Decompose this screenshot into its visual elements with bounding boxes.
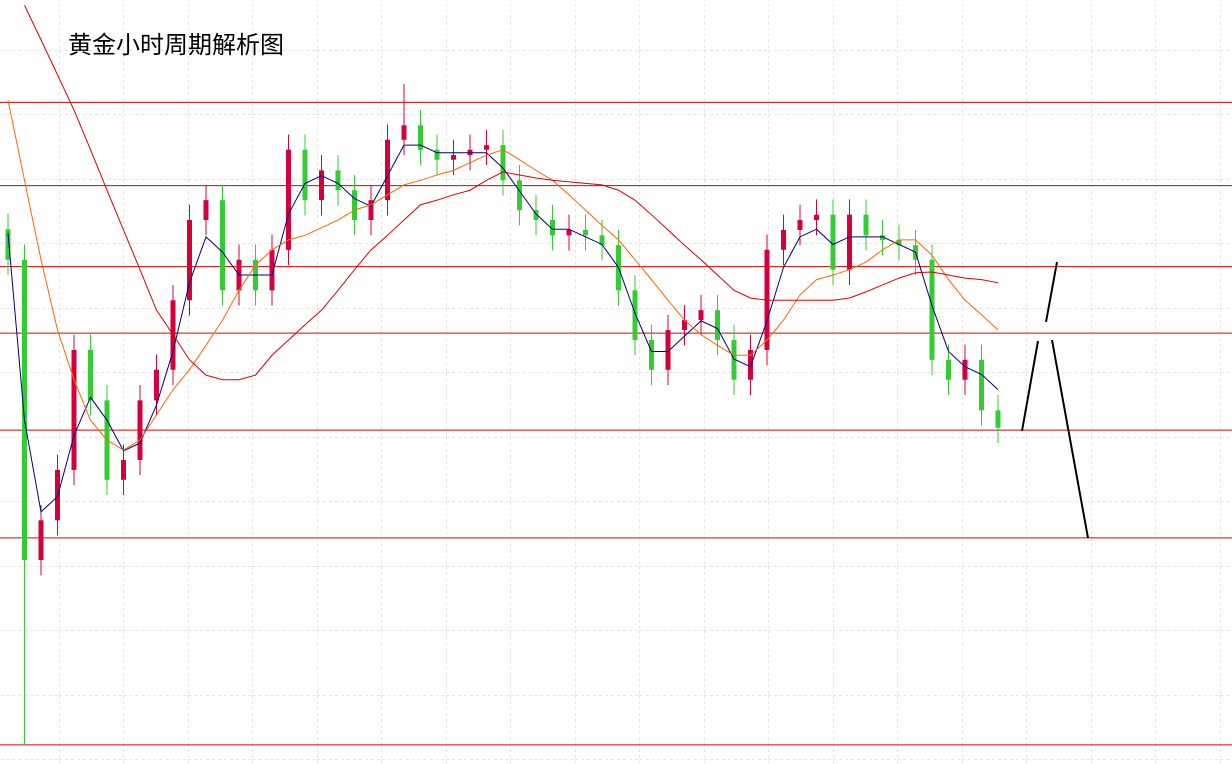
moving-average-line (7, 144, 999, 513)
candle-body (781, 229, 786, 250)
candle-body (979, 359, 984, 411)
candle-body (71, 349, 77, 470)
candle-body (797, 220, 803, 230)
candle-body (583, 229, 588, 236)
candle-body (649, 339, 654, 370)
forecast-stroke (1051, 339, 1089, 539)
candle-body (566, 229, 572, 236)
candle-body (962, 359, 968, 380)
candle-body (154, 369, 159, 401)
candle-body (830, 214, 836, 270)
candle-body (5, 229, 11, 260)
candle-body (698, 310, 704, 321)
candle-body (286, 149, 291, 250)
candle-body (203, 200, 209, 221)
candle-body (38, 520, 44, 561)
candle-body (335, 170, 341, 191)
forecast-path (1021, 261, 1089, 539)
moving-average-line (7, 99, 999, 451)
candle-body (500, 145, 506, 181)
candle-body (929, 259, 935, 360)
candle-body (319, 170, 324, 201)
candle-body (995, 410, 1001, 428)
candle-body (748, 349, 753, 380)
candle-body (368, 200, 374, 221)
candle-body (434, 149, 440, 160)
candle-body (665, 330, 671, 370)
candle-body (484, 145, 489, 150)
candle-body (352, 190, 357, 221)
candle-body (896, 239, 902, 246)
candle-body (302, 149, 308, 201)
forecast-stroke (1045, 261, 1058, 323)
candle-body (880, 235, 885, 240)
chart-title: 黄金小时周期解析图 (68, 31, 284, 59)
candle-body (946, 359, 951, 380)
candle-body (517, 180, 522, 211)
candle-body (385, 139, 390, 201)
candle-body (269, 249, 275, 291)
candle-body (22, 259, 27, 561)
candle-body (187, 220, 192, 301)
candle-body (137, 400, 143, 460)
candle-body (599, 235, 605, 246)
candle-body (715, 310, 720, 340)
candle-body (632, 290, 638, 340)
candle-body (550, 220, 555, 236)
candle-body (533, 210, 539, 221)
candle-body (863, 214, 869, 236)
candle-body (88, 349, 93, 401)
forecast-stroke (1021, 340, 1039, 432)
moving-average-line (24, 5, 999, 381)
candle-body (121, 459, 126, 480)
candle-body (814, 214, 819, 221)
candle-body (731, 339, 737, 380)
candle-body (847, 214, 852, 270)
candle-body (418, 125, 423, 150)
candle-body (401, 125, 407, 140)
candle-body (220, 200, 225, 291)
candle-body (682, 320, 687, 331)
candle-body (451, 155, 456, 160)
